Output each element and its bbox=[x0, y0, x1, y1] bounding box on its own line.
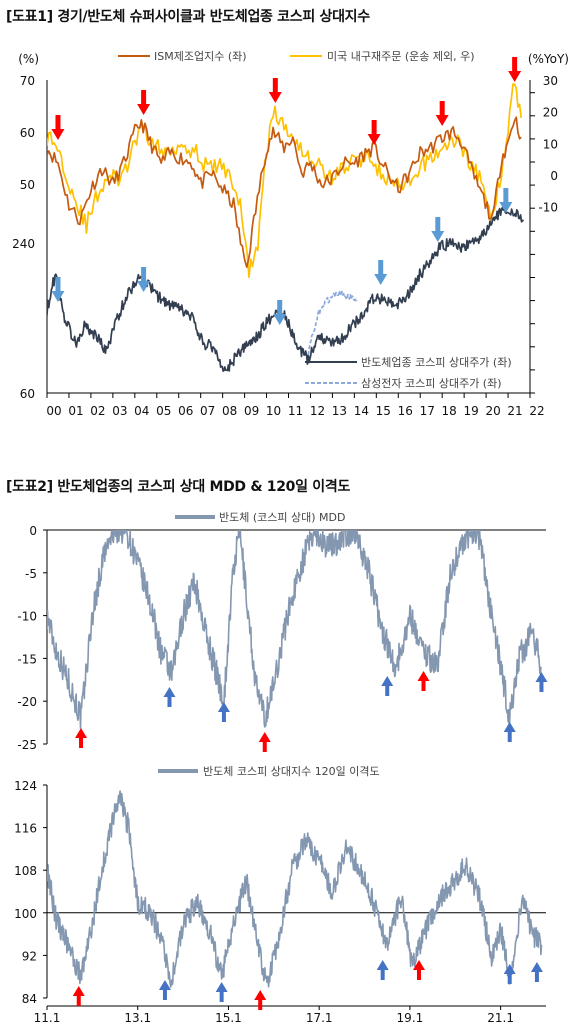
fig1-x-tick-label: 05 bbox=[156, 404, 171, 418]
fig1-red-down-arrow bbox=[367, 120, 381, 145]
dev-x-tick-label: 21.1 bbox=[487, 1011, 514, 1025]
dev-y-tick-label: 84 bbox=[22, 992, 37, 1006]
dev-x-tick-label: 11.1 bbox=[34, 1011, 61, 1025]
fig1-lower-left-tick-label: 60 bbox=[20, 387, 35, 401]
mdd-y-tick-label: -10 bbox=[17, 610, 37, 624]
fig1-x-tick-label: 00 bbox=[46, 404, 61, 418]
fig1-lower-left-tick-label: 240 bbox=[12, 237, 35, 251]
fig1-durable-orders-line bbox=[47, 83, 523, 279]
mdd-y-tick-label: 0 bbox=[29, 524, 37, 538]
dev-red-up-arrow bbox=[254, 990, 267, 1010]
mdd-y-tick-label: -5 bbox=[25, 567, 37, 581]
dev-y-tick-label: 124 bbox=[14, 779, 37, 793]
dev-y-tick-label: 108 bbox=[14, 864, 37, 878]
figure2-title: [도표2] 반도체업종의 코스피 상대 MDD & 120일 이격도 bbox=[6, 479, 351, 495]
dev-blue-up-arrow bbox=[158, 980, 171, 1000]
fig1-x-tick-label: 06 bbox=[178, 404, 193, 418]
fig1-right-tick-label: 10 bbox=[543, 137, 558, 151]
dev-red-up-arrow bbox=[72, 986, 85, 1006]
mdd-red-up-arrow bbox=[417, 671, 430, 691]
dev-red-up-arrow bbox=[412, 960, 425, 980]
dev-y-tick-label: 92 bbox=[22, 949, 37, 963]
fig1-red-down-arrow bbox=[435, 101, 449, 126]
fig1-red-down-arrow bbox=[508, 57, 522, 82]
fig1-blue-down-arrow bbox=[273, 300, 287, 325]
fig1-legend-semiconductor-label: 반도체업종 코스피 상대주가 (좌) bbox=[361, 356, 512, 369]
fig1-x-tick-label: 13 bbox=[332, 404, 347, 418]
mdd-red-up-arrow bbox=[258, 732, 271, 752]
fig1-legend-ism-label: ISM제조업지수 (좌) bbox=[154, 50, 247, 63]
dev-blue-up-arrow bbox=[503, 964, 516, 984]
dev-legend-label: 반도체 코스피 상대지수 120일 이격도 bbox=[203, 764, 380, 778]
dev-blue-up-arrow bbox=[215, 982, 228, 1002]
fig1-x-tick-label: 16 bbox=[398, 404, 413, 418]
fig1-left-tick-label: 60 bbox=[20, 126, 35, 140]
mdd-line bbox=[47, 530, 542, 730]
mdd-y-tick-label: -25 bbox=[17, 738, 37, 752]
fig1-right-tick-label: 20 bbox=[543, 106, 558, 120]
fig1-ism-line bbox=[47, 116, 522, 268]
dev-y-tick-label: 100 bbox=[14, 907, 37, 921]
fig1-legend-samsung-label: 삼성전자 코스피 상대주가 (좌) bbox=[361, 377, 502, 390]
fig1-right-unit: (%YoY) bbox=[528, 52, 569, 66]
fig1-x-tick-label: 08 bbox=[222, 404, 237, 418]
dev-plot-area bbox=[47, 790, 543, 988]
mdd-blue-up-arrow bbox=[535, 672, 548, 692]
fig1-x-tick-label: 09 bbox=[244, 404, 259, 418]
dev-blue-up-arrow bbox=[530, 962, 543, 982]
dev-blue-up-arrow bbox=[376, 960, 389, 980]
fig1-x-tick-label: 10 bbox=[266, 404, 281, 418]
fig1-x-tick-label: 07 bbox=[200, 404, 215, 418]
fig1-blue-down-arrow bbox=[137, 267, 151, 292]
fig1-blue-down-arrow bbox=[431, 217, 445, 242]
fig1-semiconductor-line bbox=[47, 205, 525, 372]
fig1-left-tick-label: 50 bbox=[20, 178, 35, 192]
fig1-red-down-arrow bbox=[51, 115, 65, 140]
figure1-title: [도표1] 경기/반도체 슈퍼사이클과 반도체업종 코스피 상대지수 bbox=[6, 9, 370, 25]
fig1-x-tick-label: 14 bbox=[354, 404, 369, 418]
fig1-x-tick-label: 03 bbox=[112, 404, 127, 418]
fig1-x-tick-label: 21 bbox=[507, 404, 522, 418]
dev-x-tick-label: 19.1 bbox=[397, 1011, 424, 1025]
dev-x-tick-label: 15.1 bbox=[215, 1011, 242, 1025]
fig1-samsung-line bbox=[307, 289, 358, 356]
dev-y-tick-label: 116 bbox=[14, 822, 37, 836]
fig1-plot-area bbox=[47, 83, 525, 372]
fig1-x-tick-label: 01 bbox=[68, 404, 83, 418]
fig1-left-tick-label: 70 bbox=[20, 74, 35, 88]
fig1-blue-down-arrow bbox=[51, 277, 65, 302]
fig1-x-tick-label: 22 bbox=[529, 404, 544, 418]
fig1-blue-down-arrow bbox=[374, 260, 388, 285]
fig1-blue-down-arrow bbox=[499, 188, 513, 213]
dev-x-tick-label: 13.1 bbox=[124, 1011, 151, 1025]
fig1-x-tick-label: 18 bbox=[442, 404, 457, 418]
mdd-blue-up-arrow bbox=[163, 687, 176, 707]
fig1-x-tick-label: 20 bbox=[485, 404, 500, 418]
fig1-x-tick-label: 02 bbox=[90, 404, 105, 418]
fig1-x-tick-label: 17 bbox=[420, 404, 435, 418]
fig1-x-tick-label: 04 bbox=[134, 404, 149, 418]
fig1-x-tick-label: 11 bbox=[288, 404, 303, 418]
fig1-left-unit: (%) bbox=[18, 52, 39, 66]
mdd-y-tick-label: -20 bbox=[17, 695, 37, 709]
fig1-red-down-arrow bbox=[268, 78, 282, 103]
mdd-plot-area bbox=[47, 530, 542, 730]
mdd-blue-up-arrow bbox=[503, 722, 516, 742]
fig1-x-tick-label: 12 bbox=[310, 404, 325, 418]
fig1-x-tick-label: 15 bbox=[376, 404, 391, 418]
mdd-y-tick-label: -15 bbox=[17, 652, 37, 666]
mdd-blue-up-arrow bbox=[217, 702, 230, 722]
mdd-legend-label: 반도체 (코스피 상대) MDD bbox=[219, 511, 345, 524]
fig1-right-tick-label: -10 bbox=[538, 201, 558, 215]
fig1-right-tick-label: 30 bbox=[543, 74, 558, 88]
mdd-red-up-arrow bbox=[75, 728, 88, 748]
fig1-legend-durable-label: 미국 내구재주문 (운송 제외, 우) bbox=[327, 50, 475, 63]
fig1-right-tick-label: 0 bbox=[550, 169, 558, 183]
fig1-x-tick-label: 19 bbox=[463, 404, 478, 418]
dev-line bbox=[47, 790, 543, 988]
dev-x-tick-label: 17.1 bbox=[306, 1011, 333, 1025]
mdd-blue-up-arrow bbox=[381, 676, 394, 696]
fig1-red-down-arrow bbox=[137, 90, 151, 115]
